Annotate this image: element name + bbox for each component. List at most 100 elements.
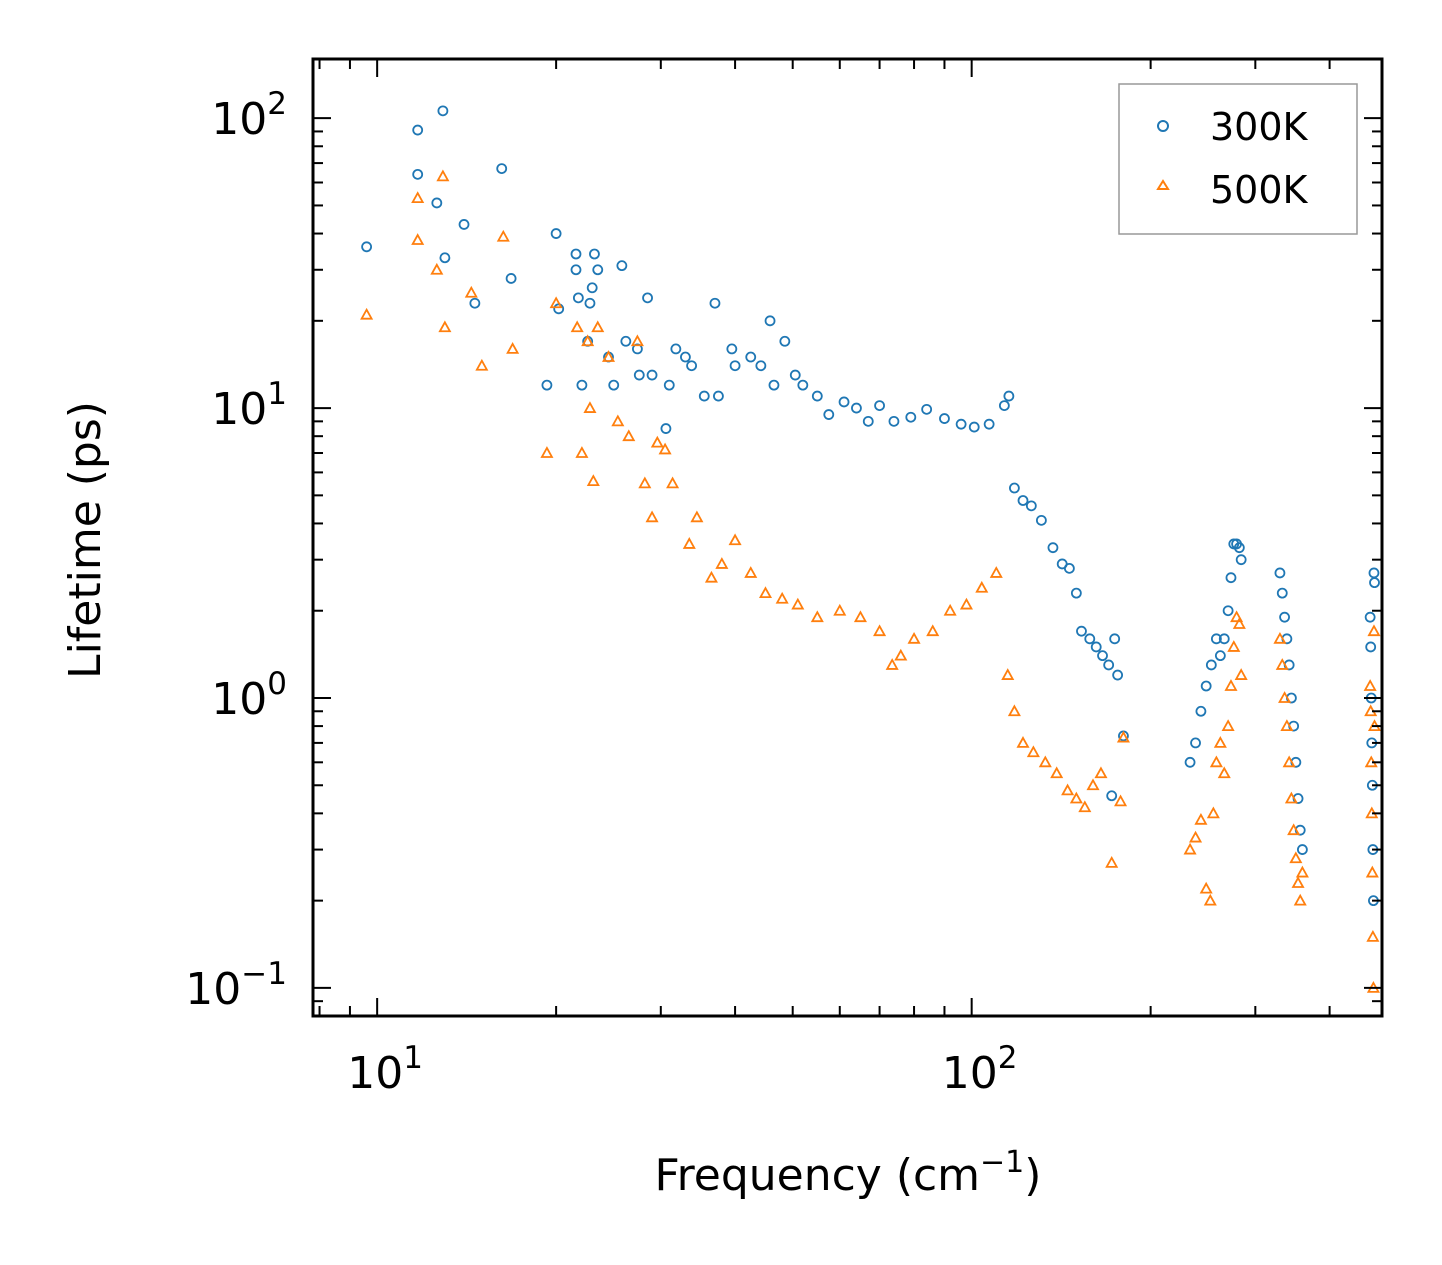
data-point-300k: [851, 402, 862, 414]
data-point-300k: [361, 241, 373, 253]
y-tick-label: 101: [211, 376, 287, 435]
data-point-300k: [1276, 587, 1288, 599]
data-point-300k: [823, 409, 835, 420]
data-point-500k: [1086, 778, 1100, 791]
data-point-300k: [726, 343, 738, 355]
data-point-300k: [998, 400, 1010, 411]
data-point-300k: [983, 418, 995, 430]
data-point-300k: [709, 297, 721, 309]
data-point-300k: [939, 413, 950, 424]
data-point-500k: [570, 320, 584, 333]
data-point-500k: [744, 566, 758, 578]
data-point-300k: [616, 260, 628, 272]
data-point-300k: [431, 197, 443, 209]
data-point-500k: [1289, 851, 1303, 864]
data-point-300k: [1035, 514, 1047, 526]
data-point-300k: [680, 351, 691, 363]
data-point-500k: [1069, 791, 1083, 804]
data-point-500k: [506, 342, 520, 354]
data-point-500k: [1230, 610, 1244, 623]
legend-marker-300k: [1157, 120, 1169, 132]
data-point-500k: [1284, 791, 1298, 804]
data-point-300k: [642, 292, 653, 304]
data-point-500k: [885, 658, 899, 670]
y-tick-label-base: 10: [211, 384, 267, 435]
data-point-300k: [586, 282, 598, 294]
legend-label-300k: 300K: [1210, 105, 1309, 149]
data-point-300k: [1225, 572, 1237, 584]
data-point-500k: [1116, 730, 1130, 743]
data-point-500k: [411, 191, 425, 204]
data-point-300k: [670, 343, 682, 355]
data-point-300k: [1190, 737, 1201, 749]
data-point-500k: [1050, 766, 1064, 779]
data-point-500k: [638, 476, 652, 489]
data-point-300k: [686, 360, 698, 372]
data-point-500k: [464, 285, 478, 298]
data-point-300k: [576, 379, 588, 391]
data-point-300k: [550, 228, 562, 239]
x-axis-title: Frequency (cm−1): [655, 1145, 1042, 1201]
data-point-500k: [810, 610, 824, 623]
data-point-300k: [1235, 554, 1247, 566]
data-point-500k: [1213, 736, 1227, 748]
data-point-300k: [646, 369, 658, 381]
data-point-500k: [581, 334, 595, 347]
data-point-300k: [838, 396, 850, 408]
data-point-300k: [1369, 577, 1380, 589]
data-point-500k: [775, 591, 789, 604]
data-point-500k: [630, 334, 644, 347]
data-point-300k: [811, 390, 823, 402]
data-point-500k: [1038, 755, 1052, 768]
data-point-300k: [1009, 482, 1020, 494]
data-point-500k: [583, 401, 597, 413]
data-point-300k: [1274, 567, 1286, 579]
data-point-500k: [1189, 830, 1203, 843]
data-point-500k: [926, 624, 940, 637]
data-point-500k: [540, 446, 554, 458]
data-point-500k: [430, 262, 444, 275]
x-tick-label-base: 10: [942, 1048, 998, 1099]
data-point-300k: [1365, 641, 1377, 653]
data-point-500k: [704, 570, 718, 583]
data-point-500k: [611, 414, 625, 427]
data-point-300k: [541, 379, 553, 391]
data-point-500k: [575, 446, 589, 458]
data-point-500k: [1221, 719, 1235, 731]
data-point-300k: [1195, 705, 1207, 717]
data-point-300k: [663, 379, 675, 391]
y-tick-label: 10−1: [185, 956, 287, 1015]
data-point-300k: [1233, 542, 1245, 554]
data-point-300k: [1218, 633, 1230, 645]
data-point-500k: [1061, 783, 1075, 796]
data-point-500k: [436, 169, 450, 182]
data-point-500k: [622, 429, 636, 442]
data-point-300k: [584, 297, 596, 309]
data-point-300k: [620, 335, 632, 347]
legend-marker-500k: [1156, 179, 1170, 190]
data-point-300k: [1364, 611, 1376, 623]
data-point-300k: [955, 418, 967, 430]
data-point-500k: [591, 320, 605, 333]
data-point-300k: [1025, 500, 1037, 512]
data-point-500k: [1199, 881, 1213, 894]
data-point-500k: [728, 533, 742, 546]
data-point-500k: [1007, 704, 1021, 717]
data-point-500k: [1114, 794, 1128, 807]
data-point-300k: [1070, 587, 1082, 599]
data-point-500k: [1280, 719, 1294, 731]
data-point-300k: [1112, 669, 1124, 681]
data-point-300k: [755, 360, 767, 372]
data-point-500k: [873, 624, 887, 637]
data-point-300k: [1076, 625, 1087, 637]
data-point-300k: [1200, 680, 1212, 692]
data-point-500k: [1183, 842, 1197, 855]
y-tick-label-base: 10: [211, 674, 267, 725]
data-point-300k: [698, 390, 710, 402]
data-point-500k: [1094, 766, 1108, 779]
data-point-300k: [496, 163, 508, 174]
legend: 300K 500K: [1118, 83, 1358, 235]
data-point-500k: [853, 610, 867, 623]
data-point-300k: [888, 415, 900, 427]
